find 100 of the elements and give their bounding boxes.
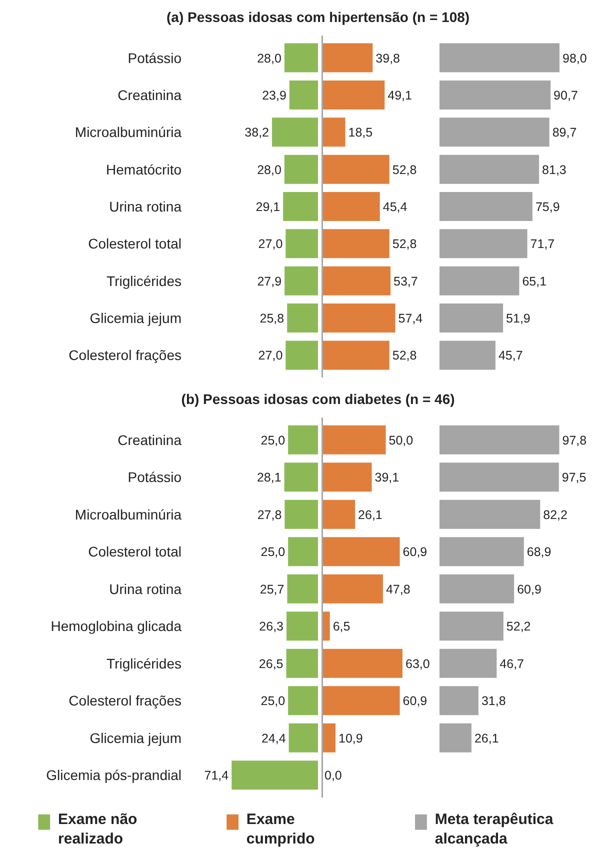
y-tick-label: Colesterol total [88, 236, 182, 252]
data-label: 24,4 [261, 731, 286, 746]
data-label: 29,1 [256, 200, 280, 214]
data-label: 65,1 [522, 274, 547, 288]
bar [288, 537, 318, 566]
data-label: 26,5 [258, 656, 284, 671]
data-label: 26,1 [474, 731, 499, 746]
bar [289, 80, 318, 110]
data-label: 52,8 [392, 237, 417, 252]
bar [283, 192, 318, 221]
bar [322, 80, 385, 110]
bar [440, 304, 504, 333]
data-label: 49,1 [388, 88, 412, 102]
bar [440, 612, 504, 641]
y-tick-label: Hemoglobina glicada [50, 618, 182, 634]
bar [286, 340, 318, 370]
y-tick-label: Microalbuminúria [74, 124, 182, 140]
bar [440, 500, 540, 529]
data-label: 60,9 [402, 694, 428, 708]
y-tick-label: Colesterol frações [68, 692, 182, 709]
y-tick-label: Glicemia jejum [90, 310, 182, 326]
legend-label: Meta terapêutica alcançada [434, 810, 554, 848]
data-label: 45,7 [498, 348, 523, 363]
data-label: 50,0 [388, 433, 414, 448]
data-label: 28,0 [257, 162, 282, 177]
bar [440, 154, 540, 184]
legend-label: Exame cumprido [246, 810, 315, 848]
bar [322, 304, 396, 333]
bar [322, 154, 390, 184]
chart-title: (b) Pessoas idosas com diabetes (n = 46) [181, 391, 455, 407]
data-label: 27,0 [258, 348, 283, 363]
bar [440, 462, 559, 492]
bar [284, 500, 318, 529]
bar [288, 723, 318, 752]
bar [440, 43, 560, 72]
bar [284, 154, 318, 184]
y-tick-label: Colesterol total [88, 544, 182, 560]
bar [440, 229, 528, 258]
data-label: 25,0 [260, 433, 286, 448]
bar [287, 304, 318, 333]
data-label: 10,9 [338, 731, 363, 746]
data-label: 25,0 [260, 694, 286, 708]
y-tick-label: Creatinina [118, 86, 182, 103]
bar [440, 80, 551, 110]
bar [286, 229, 318, 258]
y-tick-label: Microalbuminúria [74, 506, 182, 522]
bar [322, 574, 383, 604]
bar [322, 648, 402, 678]
bar [322, 500, 356, 529]
data-label: 26,3 [259, 620, 284, 634]
data-label: 6,5 [332, 620, 350, 634]
data-label: 82,2 [543, 508, 568, 522]
y-tick-label: Triglicérides [106, 655, 182, 672]
bar [440, 118, 550, 147]
data-label: 90,7 [554, 88, 578, 102]
data-label: 75,9 [535, 200, 560, 214]
bar [322, 192, 380, 221]
bar [288, 686, 318, 716]
bar [286, 612, 318, 641]
bar [284, 43, 318, 72]
bar [440, 686, 478, 716]
bar [440, 723, 472, 752]
data-label: 53,7 [394, 274, 418, 288]
data-label: 39,1 [374, 470, 400, 485]
bar [440, 266, 520, 296]
data-label: 28,0 [257, 51, 282, 66]
data-label: 45,4 [382, 200, 408, 214]
bar [286, 648, 318, 678]
bar [288, 425, 318, 454]
data-label: 31,8 [481, 694, 506, 708]
data-label: 60,9 [402, 545, 428, 560]
bar [440, 192, 532, 221]
bar [287, 574, 318, 604]
legend-label: Exame não realizado [58, 810, 138, 848]
data-label: 98,0 [562, 51, 587, 66]
data-label: 71,4 [204, 768, 229, 783]
y-tick-label: Glicemia jejum [90, 730, 182, 746]
data-label: 68,9 [526, 545, 552, 560]
bar [440, 574, 514, 604]
data-label: 27,9 [257, 274, 282, 288]
bar [322, 118, 346, 147]
data-label: 25,0 [260, 545, 286, 560]
data-label: 0,0 [324, 768, 342, 783]
data-label: 46,7 [500, 656, 524, 671]
y-tick-label: Potássio [128, 50, 182, 66]
bar [322, 43, 373, 72]
data-label: 25,8 [260, 312, 284, 326]
data-label: 81,3 [542, 162, 566, 177]
bar [322, 340, 390, 370]
y-tick-label: Glicemia pós-prandial [46, 767, 182, 784]
bar [272, 118, 318, 147]
data-label: 52,8 [392, 348, 417, 363]
bar [322, 266, 391, 296]
data-label: 89,7 [552, 126, 577, 140]
data-label: 57,4 [398, 312, 423, 326]
data-label: 71,7 [530, 237, 555, 252]
y-tick-label: Creatinina [118, 432, 182, 448]
data-label: 27,0 [258, 237, 283, 252]
bar [322, 537, 400, 566]
bar [440, 425, 560, 454]
